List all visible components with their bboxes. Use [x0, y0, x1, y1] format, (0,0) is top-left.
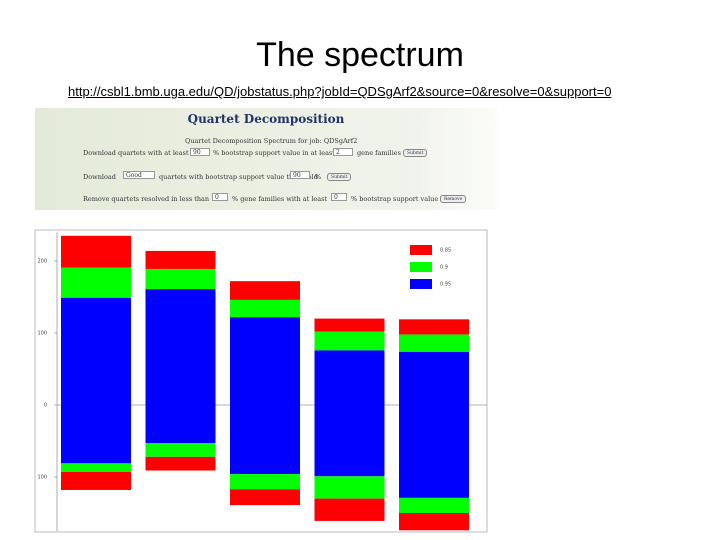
bar-segment [314, 318, 385, 332]
url-link[interactable]: http://csbl1.bmb.uga.edu/QD/jobstatus.ph… [68, 84, 612, 99]
input[interactable]: 2 [333, 148, 353, 156]
bar-segment [314, 331, 385, 351]
input[interactable]: 90 [190, 148, 210, 156]
bar-segment [145, 443, 216, 457]
legend-swatch [410, 262, 432, 272]
legend-label: 0.9 [440, 265, 448, 271]
bar-segment [230, 474, 300, 490]
bar-segment [230, 489, 300, 506]
form-screenshot: Quartet Decomposition Quartet Decomposit… [35, 108, 497, 210]
bar-segment [145, 268, 216, 290]
bar-segment [61, 405, 131, 464]
bar-segment [399, 497, 469, 513]
bar-segment [61, 471, 131, 490]
remove-button[interactable]: Remove [440, 195, 467, 203]
y-tick-label: 100 [37, 475, 47, 481]
bar-segment [230, 405, 300, 475]
bar-segment [399, 351, 469, 405]
legend-label: 0.95 [440, 282, 451, 288]
bar-segment [230, 281, 300, 300]
label: % gene families with at least [232, 195, 328, 203]
label: % [315, 173, 322, 181]
label: % bootstrap support value [351, 195, 439, 203]
bar-segment [61, 463, 131, 472]
label: gene families [357, 149, 401, 157]
form-heading: Quartet Decomposition [187, 112, 345, 126]
bar-segment [230, 299, 300, 318]
bar-segment [314, 350, 385, 405]
bar-segment [314, 405, 385, 477]
bar-segment [145, 405, 216, 444]
form-subheading: Quartet Decomposition Spectrum for job: … [185, 137, 358, 145]
bar-segment [314, 476, 385, 499]
legend-swatch [410, 279, 432, 289]
bar-segment [61, 267, 131, 298]
legend-swatch [410, 245, 432, 255]
bar-segment [399, 319, 469, 335]
bar-segment [145, 250, 216, 269]
label: % bootstrap support value in at least [213, 149, 335, 157]
bar-segment [145, 456, 216, 471]
bar-segment [230, 317, 300, 405]
bar-segment [61, 297, 131, 405]
input[interactable]: 90 [290, 171, 310, 179]
label: Download [83, 173, 116, 181]
label: Download quartets with at least [83, 149, 189, 157]
bar-segment [145, 289, 216, 405]
bar-segment [399, 334, 469, 352]
bar-segment [314, 498, 385, 521]
label: quartets with bootstrap support value th… [159, 173, 318, 181]
legend-label: 0.85 [440, 248, 451, 254]
input[interactable]: 0 [212, 193, 228, 201]
input[interactable]: 0 [331, 193, 347, 201]
bar-segment [399, 405, 469, 498]
bar-segment [399, 513, 469, 531]
select[interactable]: Good [123, 171, 155, 179]
label: Remove quartets resolved in less than [83, 195, 210, 203]
submit-button[interactable]: Submit [403, 149, 428, 157]
y-tick-label: 0 [44, 403, 47, 409]
y-tick-label: 200 [37, 259, 47, 265]
y-tick-label: 100 [37, 331, 47, 337]
submit-button[interactable]: Submit [327, 173, 352, 181]
slide-title: The spectrum [256, 36, 464, 74]
bar-segment [61, 235, 131, 268]
